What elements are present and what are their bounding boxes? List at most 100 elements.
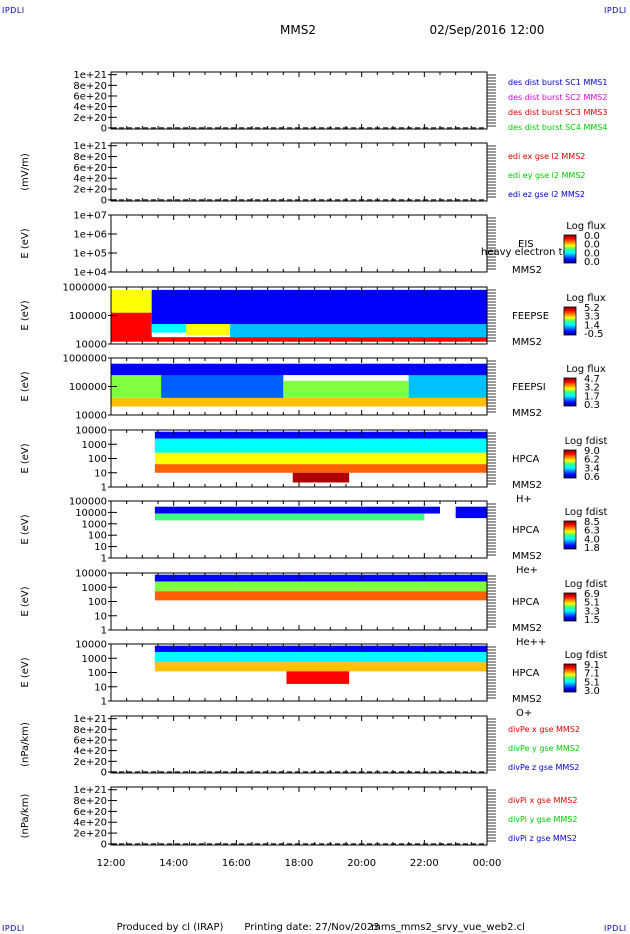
spectrogram-cell <box>154 431 487 439</box>
y-tick-label: 100000 <box>69 497 107 508</box>
panel-frame <box>110 71 488 130</box>
colorbar-title: Log fdist <box>565 436 608 447</box>
colorbar-title: Log fdist <box>565 579 608 590</box>
spectrogram-cell <box>154 513 425 521</box>
footer-produced-by: Produced by cl (IRAP) <box>117 922 224 933</box>
y-tick-label: 1000 <box>82 654 107 665</box>
colorbar-title: Log flux <box>566 221 606 232</box>
y-tick-label: 10000 <box>75 426 107 437</box>
colorbar-tick-label: 5.2 <box>584 303 600 314</box>
figure-title: MMS2 <box>280 23 316 37</box>
y-tick-label: 2e+20 <box>73 757 107 768</box>
y-tick-label: 8e+20 <box>73 81 107 92</box>
instrument-label: FEEPSI <box>512 382 546 393</box>
y-tick-label: 1 <box>101 554 107 565</box>
colorbar-tick-label: 3.3 <box>584 312 600 323</box>
colorbar <box>563 377 577 407</box>
figure-date: 02/Sep/2016 12:00 <box>430 23 545 37</box>
corner-label-top-left: IPDLI <box>2 6 25 15</box>
y-tick-label: 1 <box>101 483 107 494</box>
spacecraft-label: MMS2 <box>512 408 542 419</box>
instrument-label: HPCA <box>512 597 540 608</box>
corner-label-bottom-right: IPDLI <box>604 924 627 933</box>
colorbar-tick-label: 3.4 <box>584 463 600 474</box>
colorbar-tick-label: 0.0 <box>584 231 600 242</box>
legend-entry: edi ex gse l2 MMS2 <box>508 152 585 161</box>
colorbar-tick-label: 7.1 <box>584 669 600 680</box>
y-tick-label: 4e+20 <box>73 746 107 757</box>
y-tick-label: 10000 <box>75 640 107 651</box>
spacecraft-label: MMS2 <box>512 265 542 276</box>
y-tick-label: 1e+21 <box>73 714 107 725</box>
y-tick-label: 10 <box>94 542 107 553</box>
legend-entry: divPi z gse MMS2 <box>508 834 577 843</box>
colorbar-tick-label: 4.0 <box>584 534 600 545</box>
y-tick-label: 2e+20 <box>73 185 107 196</box>
spectrogram-cell <box>111 375 162 398</box>
colorbar-tick-label: 8.5 <box>584 517 600 528</box>
species-label: He++ <box>516 637 546 648</box>
panel-p3: 1e+07 1e+06 1e+05 1e+04 E (eV) EIS MMS2 heavy e… <box>20 211 606 279</box>
y-axis-label: E (eV) <box>20 228 31 258</box>
x-tick-label: 00:00 <box>473 858 502 869</box>
legend-entry: des dist burst SC4 MMS4 <box>508 123 607 132</box>
spacecraft-label: MMS2 <box>512 551 542 562</box>
y-tick-label: 1 <box>101 697 107 708</box>
colorbar-tick-label: 0.0 <box>584 257 600 268</box>
y-tick-label: 8e+20 <box>73 725 107 736</box>
legend-entry: des dist burst SC3 MMS3 <box>508 108 607 117</box>
y-tick-label: 10000 <box>75 569 107 580</box>
y-axis-label: E (eV) <box>20 514 31 544</box>
x-tick-label: 14:00 <box>159 858 188 869</box>
colorbar-tick-label: 6.2 <box>584 455 600 466</box>
colorbar <box>563 449 577 479</box>
colorbar-title: Log flux <box>566 293 606 304</box>
y-axis-label: E (eV) <box>20 443 31 473</box>
y-tick-label: 0 <box>101 123 107 134</box>
y-axis-label: E (eV) <box>20 657 31 687</box>
corner-label-top-right: IPDLI <box>604 6 627 15</box>
legend-entry: des dist burst SC2 MMS2 <box>508 93 607 102</box>
y-tick-label: 1000 <box>82 440 107 451</box>
x-tick-label: 12:00 <box>97 858 126 869</box>
legend-entry: des dist burst SC1 MMS1 <box>508 78 607 87</box>
species-label: O+ <box>516 708 532 719</box>
y-tick-label: 1e+06 <box>73 230 107 241</box>
y-axis-label: (nPa/km) <box>20 722 31 767</box>
colorbar-tick-label: 0.0 <box>584 248 600 259</box>
spectrogram-cell <box>154 464 487 473</box>
y-tick-label: 1e+21 <box>73 785 107 796</box>
spectrogram-cell <box>154 452 487 465</box>
colorbar-tick-label: 3.0 <box>584 686 600 697</box>
y-tick-label: 6e+20 <box>73 163 107 174</box>
y-tick-label: 1000 <box>82 583 107 594</box>
colorbar <box>563 234 577 264</box>
y-tick-label: 6e+20 <box>73 735 107 746</box>
spectrogram-cell <box>286 671 350 684</box>
footer-file-name: mms_mms2_srvy_vue_web2.cl <box>371 922 525 933</box>
panel-frame <box>110 715 488 774</box>
colorbar-tick-label: 6.3 <box>584 526 600 537</box>
y-tick-label: 1e+07 <box>73 211 107 222</box>
y-tick-label: 1 <box>101 626 107 637</box>
colorbar-tick-label: 5.1 <box>584 677 600 688</box>
spacecraft-label: MMS2 <box>512 694 542 705</box>
panel-p4: 1000000 100000 10000 E (eV) FEEPSE MMS2 Log fl… <box>20 283 606 351</box>
corner-label-bottom-left: IPDLI <box>2 924 25 933</box>
y-tick-label: 100000 <box>69 311 107 322</box>
y-tick-label: 10 <box>94 468 107 479</box>
panel-p6: 10000 1000 100 10 1 E (eV) HPCA MMS2 H+ Log fdist… <box>20 426 607 506</box>
x-tick-label: 22:00 <box>410 858 439 869</box>
colorbar-tick-label: 0.0 <box>584 240 600 251</box>
y-tick-label: 4e+20 <box>73 102 107 113</box>
panel-frame <box>110 142 488 202</box>
y-tick-label: 10000 <box>75 411 107 422</box>
instrument-label: HPCA <box>512 668 540 679</box>
y-axis-label: (nPa/km) <box>20 794 31 839</box>
colorbar-tick-label: 4.7 <box>584 374 600 385</box>
spectrogram-cell <box>111 397 487 407</box>
